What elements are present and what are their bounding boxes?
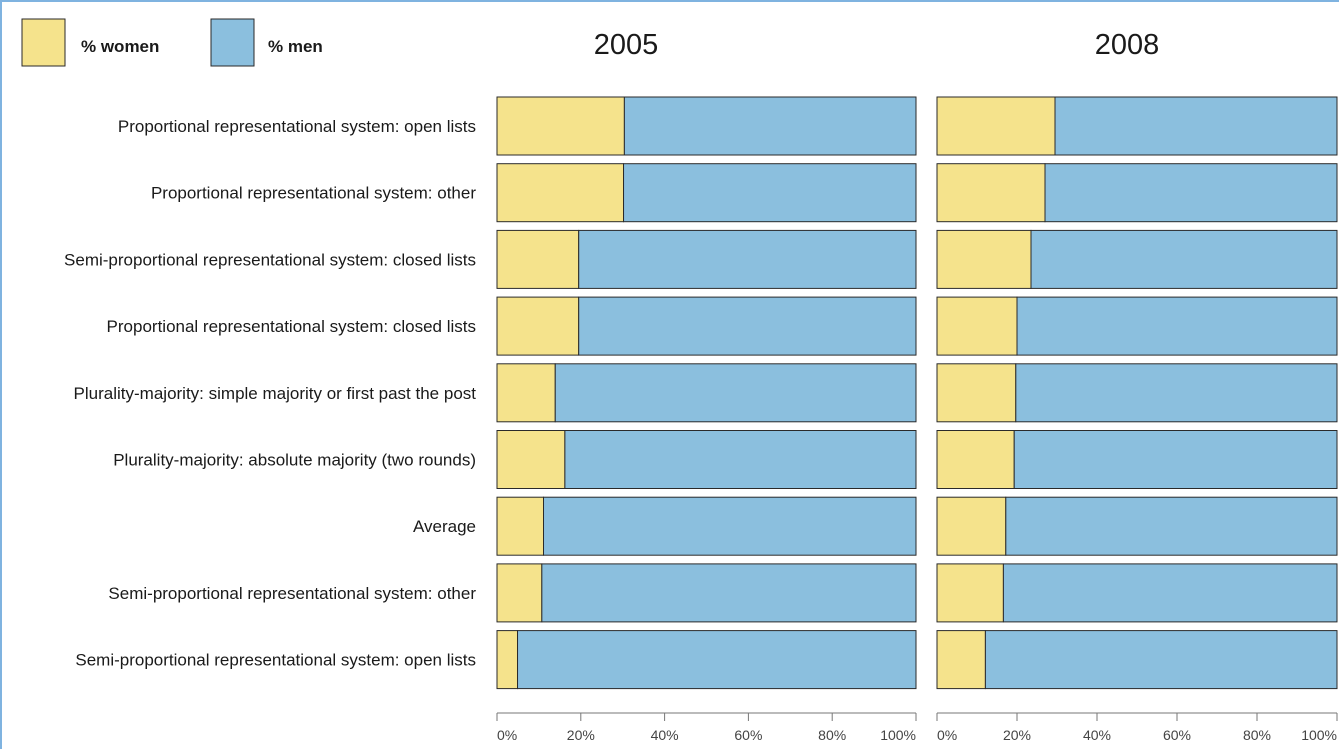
bar-women-segment — [936, 363, 1017, 423]
category-label: Proportional representational system: op… — [118, 117, 476, 136]
bar-women-segment — [936, 296, 1018, 356]
category-label: Average — [413, 517, 476, 536]
bar-women-segment — [936, 229, 1032, 289]
bar-women-segment — [496, 296, 580, 356]
legend-women-swatch — [21, 18, 66, 67]
bar-women-segment — [936, 163, 1046, 223]
bar-women-segment — [496, 363, 556, 423]
x-tick-label: 60% — [1163, 727, 1191, 743]
category-label: Plurality-majority: simple majority or f… — [74, 384, 477, 403]
x-tick-label: 40% — [651, 727, 679, 743]
bar-men-segment — [984, 630, 1338, 690]
panel-title-2005: 2005 — [594, 29, 659, 61]
legend: % women % men — [21, 18, 323, 67]
category-label: Semi-proportional representational syste… — [108, 584, 476, 603]
bar-women-segment — [496, 563, 543, 623]
x-tick-label: 40% — [1083, 727, 1111, 743]
panel-2008: 0% 20% 40% 60% 80% 100% — [936, 96, 1338, 743]
x-tick-label: 100% — [1301, 727, 1337, 743]
bar-men-segment — [564, 430, 917, 489]
bar-women-segment — [496, 229, 580, 289]
panel-2005: 0% 20% 40% 60% 80% 100% — [496, 96, 917, 743]
bar-women-segment — [936, 630, 986, 690]
bar-men-segment — [1002, 563, 1338, 623]
bar-men-segment — [1013, 430, 1338, 489]
bar-women-segment — [936, 430, 1015, 489]
category-label: Proportional representational system: ot… — [151, 184, 476, 203]
bar-women-segment — [496, 630, 519, 690]
legend-women-label: % women — [81, 37, 159, 56]
bar-men-segment — [623, 96, 917, 156]
category-label: Proportional representational system: cl… — [107, 317, 476, 336]
x-tick-label: 20% — [1003, 727, 1031, 743]
bar-men-segment — [1005, 496, 1338, 556]
bar-men-segment — [623, 163, 917, 223]
legend-men-label: % men — [268, 37, 323, 56]
bar-men-segment — [541, 563, 917, 623]
x-tick-label: 80% — [818, 727, 846, 743]
bar-women-segment — [936, 96, 1056, 156]
x-tick-label: 100% — [880, 727, 916, 743]
legend-men-swatch — [210, 18, 255, 67]
bar-men-segment — [1044, 163, 1338, 223]
bar-men-segment — [517, 630, 917, 690]
bar-men-segment — [543, 496, 917, 556]
bar-men-segment — [1030, 229, 1338, 289]
x-tick-label: 0% — [937, 727, 957, 743]
bar-men-segment — [1015, 363, 1338, 423]
x-tick-label: 0% — [497, 727, 517, 743]
category-label: Plurality-majority: absolute majority (t… — [113, 451, 476, 470]
panel-title-2008: 2008 — [1095, 29, 1160, 61]
x-tick-label: 60% — [734, 727, 762, 743]
bar-men-segment — [554, 363, 917, 423]
bar-women-segment — [496, 96, 625, 156]
bar-women-segment — [496, 430, 566, 489]
x-tick-label: 20% — [567, 727, 595, 743]
bar-men-segment — [1016, 296, 1338, 356]
category-labels: Proportional representational system: op… — [64, 117, 476, 670]
bar-women-segment — [936, 563, 1004, 623]
bar-men-segment — [1054, 96, 1338, 156]
bar-women-segment — [496, 496, 545, 556]
bar-men-segment — [578, 229, 917, 289]
bar-women-segment — [936, 496, 1007, 556]
bar-men-segment — [578, 296, 917, 356]
bar-women-segment — [496, 163, 625, 223]
x-tick-label: 80% — [1243, 727, 1271, 743]
category-label: Semi-proportional representational syste… — [75, 651, 476, 670]
category-label: Semi-proportional representational syste… — [64, 250, 476, 269]
